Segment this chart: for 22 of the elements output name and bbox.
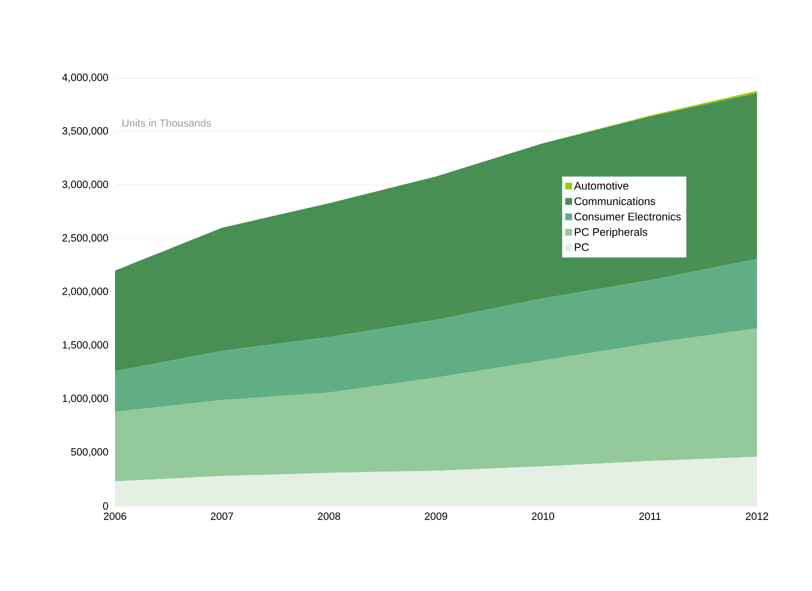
y-tick-label: 2,000,000 [62,288,108,296]
legend-label: PC [574,243,589,252]
x-tick-label: 2008 [318,512,340,520]
y-tick-label: 2,500,000 [62,234,108,243]
x-tick-label: 2012 [746,512,768,520]
y-tick-label: 3,000,000 [62,180,108,190]
y-tick-label: 0 [103,502,108,510]
legend-label: Automotive [574,182,628,190]
y-tick-label: 4,000,000 [62,74,108,82]
y-tick-label: 3,500,000 [62,127,108,136]
y-tick-label: 1,500,000 [62,341,108,350]
legend-label: PC Peripherals [574,228,648,238]
legend-label: Communications [574,197,656,206]
y-tick-label: 500,000 [71,448,108,457]
annotation: Units in Thousands [122,119,211,127]
x-tick-label: 2011 [639,512,661,520]
legend-label: Consumer Electronics [574,212,681,220]
x-tick-label: 2006 [104,512,126,520]
x-tick-label: 2007 [210,512,234,520]
x-tick-label: 2009 [424,512,448,520]
y-tick-label: 1,000,000 [62,394,108,404]
x-tick-label: 2010 [532,512,554,520]
